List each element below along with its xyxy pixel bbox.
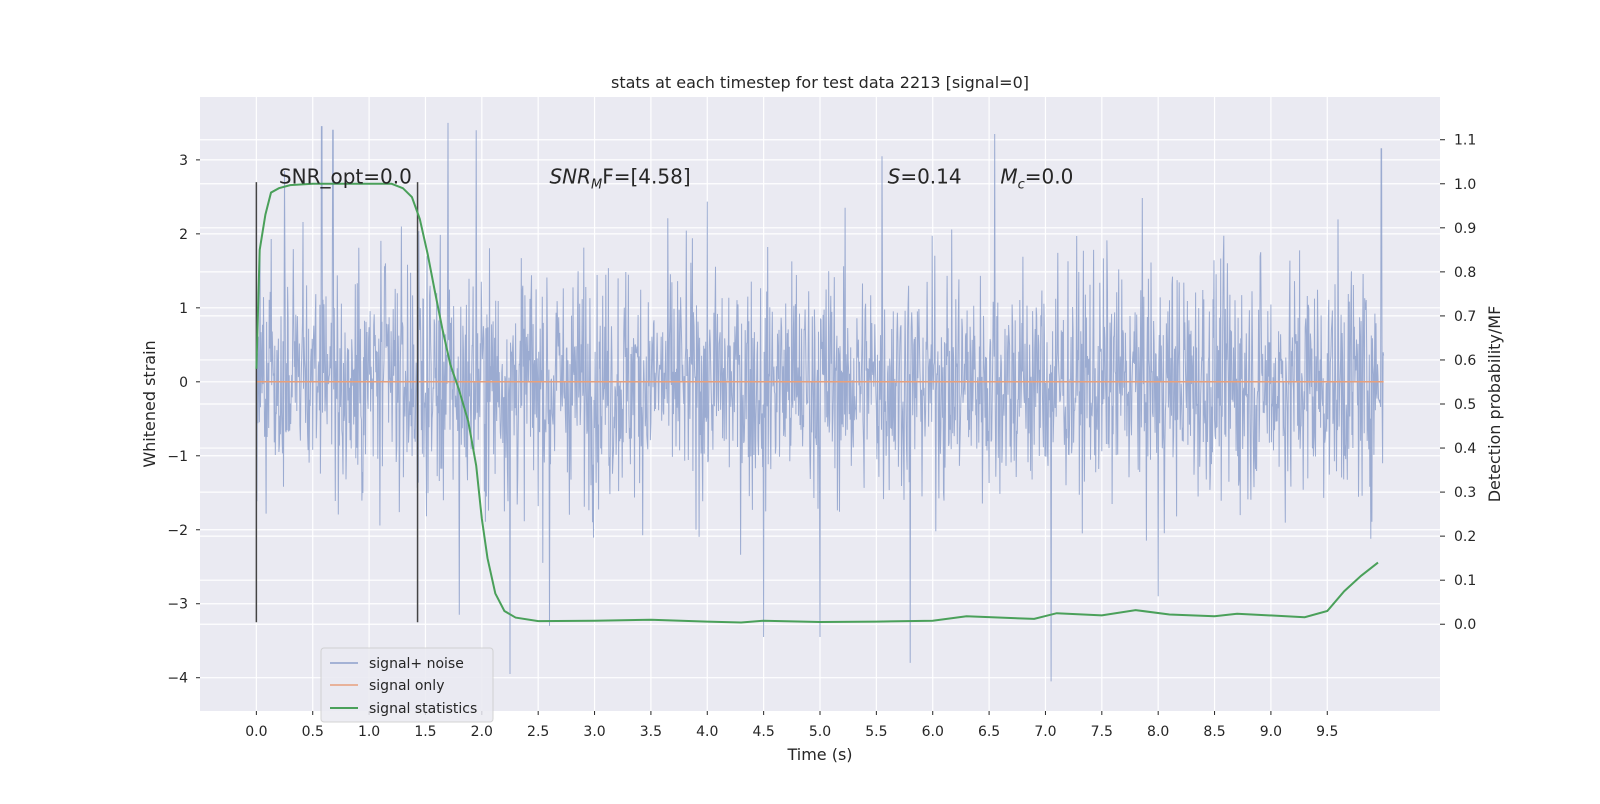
- annotation-subscript: c: [1018, 178, 1025, 193]
- x-tick-label: 4.0: [696, 724, 718, 740]
- y2-tick-label: 1.1: [1454, 133, 1476, 149]
- annotation-value: F=[4.58]: [602, 165, 690, 189]
- legend-label-signal-only: signal only: [369, 678, 444, 694]
- y-tick-labels: 3 2 1 0 −1 −2 −3 −4: [167, 153, 200, 687]
- x-tick-label: 5.0: [809, 724, 831, 740]
- x-tick-label: 2.5: [527, 724, 549, 740]
- x-tick-label: 4.5: [753, 724, 775, 740]
- x-tick-labels: 0.0 0.5 1.0 1.5 2.0 2.5 3.0 3.5 4.0 4.5 5.0 5.5 6.0 6…: [245, 711, 1338, 740]
- y-axis-label: Whitened strain: [140, 340, 159, 467]
- annotation-symbol: SNR: [549, 165, 591, 189]
- legend-box: [320, 647, 494, 723]
- y2-tick-label: 0.3: [1454, 485, 1476, 501]
- y2-tick-labels: 1.1 1.0 0.9 0.8 0.7 0.6 0.5 0.4 0.3 0.2 0.1 0.0: [1440, 133, 1476, 633]
- x-tick-label: 9.5: [1316, 724, 1338, 740]
- y2-tick-label: 0.4: [1454, 441, 1476, 457]
- x-tick-label: 0.5: [302, 724, 324, 740]
- x-tick-label: 6.5: [978, 724, 1000, 740]
- y2-tick-label: 0.2: [1454, 529, 1476, 545]
- x-tick-label: 2.0: [471, 724, 493, 740]
- x-tick-label: 3.0: [583, 724, 605, 740]
- x-tick-label: 7.5: [1091, 724, 1113, 740]
- y-tick-label: 3: [179, 153, 188, 169]
- annotation-text: Mc=0.0: [1000, 165, 1073, 193]
- annotation-text: SNR_opt=0.0: [279, 165, 412, 189]
- y2-tick-label: 0.6: [1454, 353, 1476, 369]
- chart-title: stats at each timestep for test data 221…: [611, 73, 1029, 92]
- legend: signal+ noise signal only signal statist…: [320, 647, 494, 723]
- y-tick-label: −3: [167, 597, 188, 613]
- signal-noise-series: [255, 122, 1385, 682]
- x-tick-label: 8.5: [1203, 724, 1225, 740]
- legend-label-signal-statistics: signal statistics: [369, 701, 477, 717]
- annotation-text: S=0.14: [888, 165, 962, 189]
- y2-axis-label: Detection probability/MF: [1485, 306, 1504, 503]
- y2-tick-label: 0.0: [1454, 617, 1476, 633]
- signal-noise-line: [255, 122, 1385, 682]
- annotations: SNR_opt=0.0 SNRMF=[4.58] S=0.14 Mc=0.0: [279, 165, 1073, 193]
- x-tick-label: 0.0: [245, 724, 267, 740]
- x-tick-label: 6.0: [922, 724, 944, 740]
- y-tick-label: 0: [179, 375, 188, 391]
- signal-statistics-line: [255, 182, 1379, 624]
- annotation-value: =0.0: [1025, 165, 1074, 189]
- x-tick-label: 1.5: [414, 724, 436, 740]
- annotation-symbol: S: [888, 165, 901, 189]
- annotation-text: SNRMF=[4.58]: [549, 165, 690, 193]
- marker-lines: [255, 182, 419, 623]
- y2-tick-label: 0.1: [1454, 573, 1476, 589]
- y2-tick-label: 1.0: [1454, 177, 1476, 193]
- x-tick-label: 7.0: [1034, 724, 1056, 740]
- y-tick-label: 1: [179, 301, 188, 317]
- annotation-value: =0.14: [900, 165, 961, 189]
- x-axis-label: Time (s): [786, 745, 852, 764]
- x-tick-label: 3.5: [640, 724, 662, 740]
- y-tick-label: −1: [167, 449, 188, 465]
- y-tick-label: −2: [167, 523, 188, 539]
- y2-tick-label: 0.9: [1454, 221, 1476, 237]
- x-tick-label: 8.0: [1147, 724, 1169, 740]
- y-tick-label: −4: [167, 671, 188, 687]
- x-tick-label: 5.5: [865, 724, 887, 740]
- annotation-symbol: M: [1000, 165, 1017, 189]
- annotation-subscript: M: [591, 178, 602, 193]
- x-tick-label: 1.0: [358, 724, 380, 740]
- x-tick-label: 9.0: [1260, 724, 1282, 740]
- legend-label-signal-noise: signal+ noise: [369, 656, 464, 672]
- y2-tick-label: 0.7: [1454, 309, 1476, 325]
- signal-statistics-series: [255, 182, 1379, 624]
- y2-tick-label: 0.5: [1454, 397, 1476, 413]
- y-tick-label: 2: [179, 227, 188, 243]
- y2-tick-label: 0.8: [1454, 265, 1476, 281]
